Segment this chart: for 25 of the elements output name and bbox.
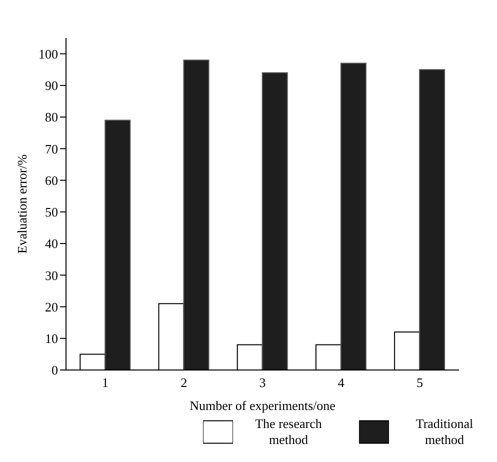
x-tick-label: 1	[102, 375, 109, 390]
x-axis-title: Number of experiments/one	[190, 398, 336, 413]
bar	[183, 60, 210, 370]
y-tick-label: 70	[45, 141, 58, 156]
x-tick-label: 3	[259, 375, 266, 390]
y-tick-label: 50	[45, 204, 58, 220]
x-tick-label: 4	[338, 375, 345, 390]
y-tick-label: 20	[45, 299, 58, 314]
y-tick-label: 90	[45, 78, 58, 94]
y-tick-label: 60	[45, 172, 58, 188]
y-tick-label: 10	[45, 330, 58, 346]
bar	[262, 72, 288, 370]
bar	[340, 62, 366, 370]
y-tick-label: 100	[38, 46, 58, 62]
y-axis-title: Evaluation error/%	[14, 154, 30, 254]
legend-label: Traditional method	[414, 416, 474, 448]
legend-label: The research method	[254, 416, 323, 448]
x-tick-label: 5	[416, 375, 423, 390]
y-tick-label: 30	[45, 268, 58, 283]
y-tick-label: 80	[45, 110, 58, 125]
bar	[104, 120, 131, 370]
y-tick-label: 0	[52, 362, 58, 378]
x-tick-label: 2	[180, 375, 188, 390]
y-tick-label: 40	[45, 236, 58, 252]
bar	[419, 69, 446, 370]
